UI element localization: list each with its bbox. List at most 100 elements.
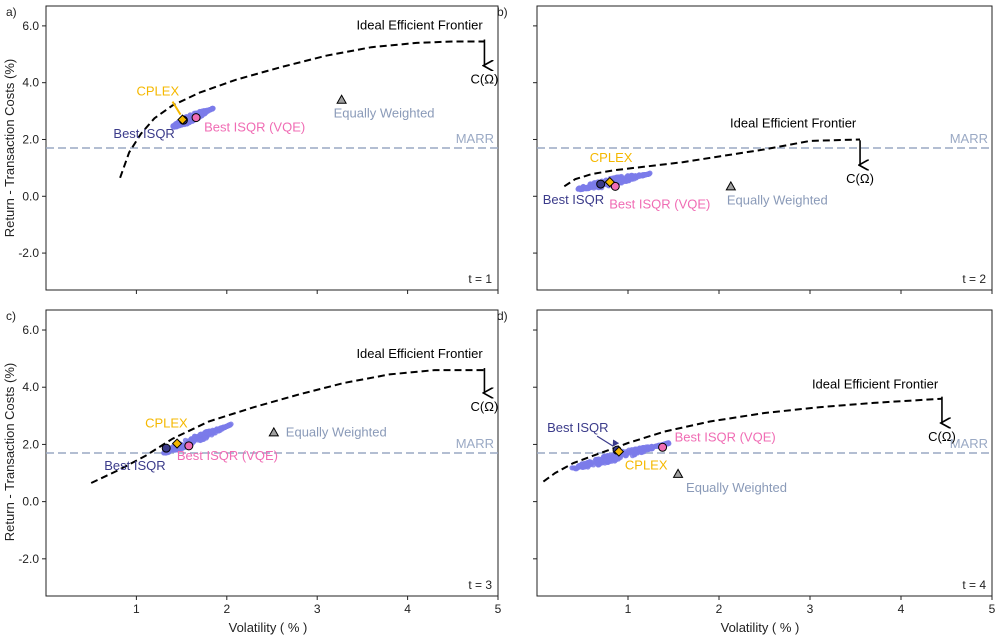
cloud-point bbox=[576, 185, 583, 191]
cplex-marker bbox=[177, 114, 188, 125]
panel-letter: d) bbox=[497, 309, 508, 323]
best-isqr-vqe-marker bbox=[658, 442, 668, 452]
equally-weighted-label: Equally Weighted bbox=[286, 424, 387, 439]
cloud-point bbox=[588, 461, 594, 468]
cloud-point bbox=[640, 444, 646, 451]
best-isqr-marker bbox=[596, 179, 606, 189]
y-axis-label-bottom: Return - Transaction Costs (%) bbox=[2, 363, 17, 541]
best-isqr-label: Best ISQR bbox=[547, 420, 608, 435]
c-omega-label: C(Ω) bbox=[471, 72, 499, 87]
x-tick-label: 3 bbox=[807, 602, 814, 616]
cplex-marker bbox=[613, 446, 625, 457]
marr-label: MARR bbox=[950, 436, 988, 451]
frontier-label: Ideal Efficient Frontier bbox=[356, 346, 483, 361]
cloud-point bbox=[634, 450, 640, 456]
x-tick-label: 4 bbox=[404, 602, 411, 616]
time-label: t = 3 bbox=[468, 578, 492, 592]
cloud-point bbox=[642, 172, 649, 178]
marr-label: MARR bbox=[950, 131, 988, 146]
y-tick-label: -2.0 bbox=[18, 246, 39, 260]
best-isqr-vqe-label: Best ISQR (VQE) bbox=[675, 429, 776, 444]
cloud-point bbox=[636, 173, 642, 179]
y-tick-label: 2.0 bbox=[22, 132, 39, 146]
x-tick-label: 5 bbox=[495, 602, 502, 616]
equally-weighted-marker bbox=[268, 426, 280, 437]
y-tick-label: 0.0 bbox=[22, 495, 39, 509]
cloud-point bbox=[227, 422, 233, 428]
cloud-point bbox=[619, 176, 626, 182]
x-tick-label: 4 bbox=[898, 602, 905, 616]
y-tick-label: -2.0 bbox=[18, 552, 39, 566]
frontier-label: Ideal Efficient Frontier bbox=[812, 377, 939, 392]
cloud-point bbox=[631, 176, 637, 182]
y-tick-label: 4.0 bbox=[22, 380, 39, 394]
c-omega-label: C(Ω) bbox=[928, 429, 956, 444]
panels-group: -2.0 0.0 2.0 4.0 6.0 a) t = 1 MARR Ideal Efficie… bbox=[6, 5, 996, 616]
cloud-point bbox=[175, 121, 181, 127]
cloud-point bbox=[207, 107, 213, 113]
cloud-point bbox=[576, 463, 582, 469]
cloud-point bbox=[625, 173, 631, 179]
marr-label: MARR bbox=[456, 131, 494, 146]
equally-weighted-marker bbox=[725, 180, 737, 191]
frontier-label: Ideal Efficient Frontier bbox=[356, 18, 483, 33]
x-tick-label: 1 bbox=[625, 602, 632, 616]
panel-letter: c) bbox=[6, 309, 16, 323]
portfolio-cloud bbox=[170, 105, 216, 130]
panel-2: b) t = 2 MARR Ideal Efficient Frontier C(Ω) E… bbox=[497, 5, 993, 294]
x-tick-label: 2 bbox=[223, 602, 230, 616]
cplex-label: CPLEX bbox=[625, 458, 668, 473]
c-omega-label: C(Ω) bbox=[846, 171, 874, 186]
time-label: t = 1 bbox=[468, 272, 492, 286]
best-isqr-vqe-marker bbox=[191, 113, 201, 123]
best-isqr-arrow bbox=[596, 435, 620, 447]
x-tick-label: 5 bbox=[989, 602, 996, 616]
cplex-arrow bbox=[171, 101, 182, 116]
equally-weighted-label: Equally Weighted bbox=[334, 106, 435, 121]
cplex-label: CPLEX bbox=[145, 416, 188, 431]
cloud-point bbox=[197, 437, 203, 444]
best-isqr-vqe-label: Best ISQR (VQE) bbox=[609, 196, 710, 211]
panel-4: 1 2 3 4 5 d) t = 4 MARR Ideal Efficient Frontier… bbox=[497, 309, 996, 616]
cplex-marker bbox=[604, 176, 616, 188]
best-isqr-marker bbox=[161, 443, 171, 453]
cloud-point bbox=[182, 437, 189, 443]
c-omega-label: C(Ω) bbox=[471, 399, 499, 414]
best-isqr-label: Best ISQR bbox=[113, 126, 174, 141]
cplex-label: CPLEX bbox=[590, 150, 633, 165]
cloud-point bbox=[648, 444, 654, 450]
cloud-point bbox=[588, 182, 594, 188]
y-tick-label: 2.0 bbox=[22, 437, 39, 451]
cloud-point bbox=[628, 448, 634, 454]
cloud-point bbox=[604, 453, 610, 459]
equally-weighted-marker bbox=[672, 468, 684, 478]
equally-weighted-marker bbox=[336, 94, 347, 104]
best-isqr-vqe-label: Best ISQR (VQE) bbox=[177, 448, 278, 463]
cloud-point bbox=[208, 429, 214, 435]
efficient-frontier-line bbox=[542, 397, 943, 483]
y-axis-label-top: Return - Transaction Costs (%) bbox=[2, 59, 17, 237]
x-tick-label: 2 bbox=[716, 602, 723, 616]
portfolio-cloud bbox=[569, 440, 672, 472]
best-isqr-label: Best ISQR bbox=[543, 192, 604, 207]
best-isqr-vqe-marker bbox=[610, 181, 620, 191]
panel-3: -2.0 0.0 2.0 4.0 6.0 1 2 3 4 5 c) t = 3 MARR Ideal Ef… bbox=[6, 309, 502, 616]
time-label: t = 4 bbox=[962, 578, 986, 592]
x-axis-label-left: Volatility ( % ) bbox=[229, 620, 308, 635]
y-tick-label: 4.0 bbox=[22, 76, 39, 90]
x-tick-label: 3 bbox=[314, 602, 321, 616]
cplex-label: CPLEX bbox=[137, 84, 180, 99]
y-tick-label: 6.0 bbox=[22, 19, 39, 33]
y-tick-label: 0.0 bbox=[22, 189, 39, 203]
best-isqr-vqe-label: Best ISQR (VQE) bbox=[204, 120, 305, 135]
panel-letter: a) bbox=[6, 5, 17, 19]
efficient-frontier-line bbox=[90, 369, 485, 484]
equally-weighted-label: Equally Weighted bbox=[686, 480, 787, 495]
best-isqr-vqe-marker bbox=[184, 441, 194, 451]
cloud-point bbox=[192, 435, 198, 442]
cloud-point bbox=[596, 456, 602, 462]
best-isqr-label: Best ISQR bbox=[104, 458, 165, 473]
cloud-point bbox=[583, 184, 590, 191]
y-tick-label: 6.0 bbox=[22, 323, 39, 337]
